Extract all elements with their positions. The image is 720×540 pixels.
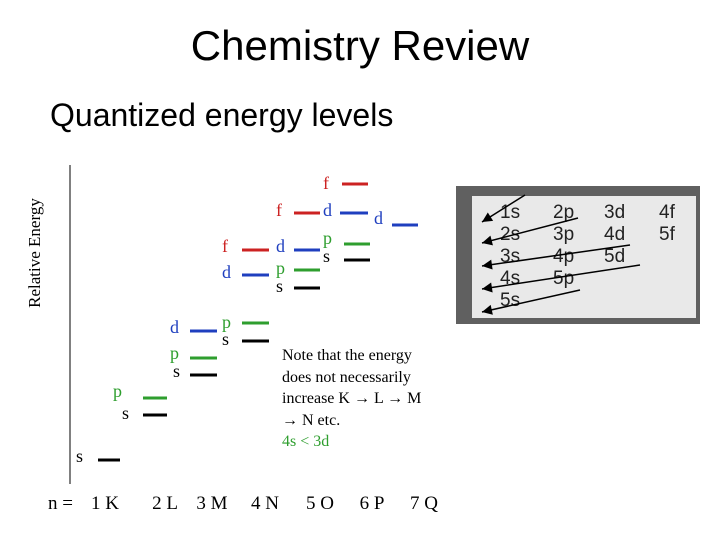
config-5d: 5d	[604, 246, 625, 267]
fill-order-arrowhead-3	[482, 259, 493, 270]
level-label-7d: d	[374, 208, 383, 228]
shell-label-2: 2 L	[152, 493, 178, 514]
config-2s: 2s	[500, 224, 520, 245]
fill-order-arrow-5	[481, 289, 581, 313]
shell-label-6: 6 P	[360, 493, 385, 514]
level-label-6s: s	[323, 246, 330, 266]
level-label-4p: p	[222, 312, 231, 332]
level-label-2p: p	[113, 381, 122, 401]
level-label-5p: p	[276, 258, 285, 278]
level-label-3d: d	[170, 317, 179, 337]
shell-label-4: 4 N	[251, 493, 279, 514]
level-label-5f: f	[276, 200, 282, 220]
level-label-6f: f	[323, 173, 329, 193]
level-label-5d: d	[276, 236, 285, 256]
config-4d: 4d	[604, 224, 625, 245]
note-line-5: 4s < 3d	[282, 433, 330, 450]
level-label-6p: p	[323, 228, 332, 248]
shell-label-3: 3 M	[196, 493, 227, 514]
fill-order-arrowhead-2	[482, 235, 493, 246]
config-5p: 5p	[553, 268, 574, 289]
note-line-3: increase K → L → M	[282, 390, 422, 407]
config-3d: 3d	[604, 202, 625, 223]
fill-order-arrowhead-4	[482, 282, 493, 293]
config-3p: 3p	[553, 224, 574, 245]
fill-order-arrow-3	[481, 244, 631, 267]
config-5s: 5s	[500, 290, 520, 311]
page-title: Chemistry Review	[190, 22, 530, 69]
energy-note: Note that the energy does not necessaril…	[282, 345, 452, 453]
config-4p: 4p	[553, 246, 574, 267]
level-label-4f: f	[222, 236, 228, 256]
note-line-2: does not necessarily	[282, 368, 411, 386]
fill-order-table	[472, 196, 696, 318]
config-4f: 4f	[659, 202, 676, 223]
fill-order-arrow-2	[481, 217, 579, 244]
level-label-5s: s	[276, 276, 283, 296]
fill-order-arrowhead-5	[482, 304, 493, 315]
shell-axis-prefix: n =	[48, 493, 73, 514]
level-label-1s: s	[76, 446, 83, 466]
level-label-3s: s	[173, 361, 180, 381]
level-label-3p: p	[170, 343, 179, 363]
shell-label-1: 1 K	[91, 493, 119, 514]
fill-order-arrowhead-1	[482, 212, 494, 222]
level-label-2s: s	[122, 403, 129, 423]
config-3s: 3s	[500, 246, 520, 267]
level-label-4s: s	[222, 329, 229, 349]
config-2p: 2p	[553, 202, 574, 223]
config-5f: 5f	[659, 224, 676, 245]
level-label-6d: d	[323, 200, 332, 220]
fill-order-arrow-4	[481, 264, 641, 290]
shell-label-5: 5 O	[306, 493, 334, 514]
note-line-4: → N etc.	[282, 411, 341, 429]
note-line-1: Note that the energy	[282, 347, 412, 364]
level-label-4d: d	[222, 262, 231, 282]
page-subtitle: Quantized energy levels	[50, 97, 394, 133]
shell-label-7: 7 Q	[410, 493, 438, 514]
